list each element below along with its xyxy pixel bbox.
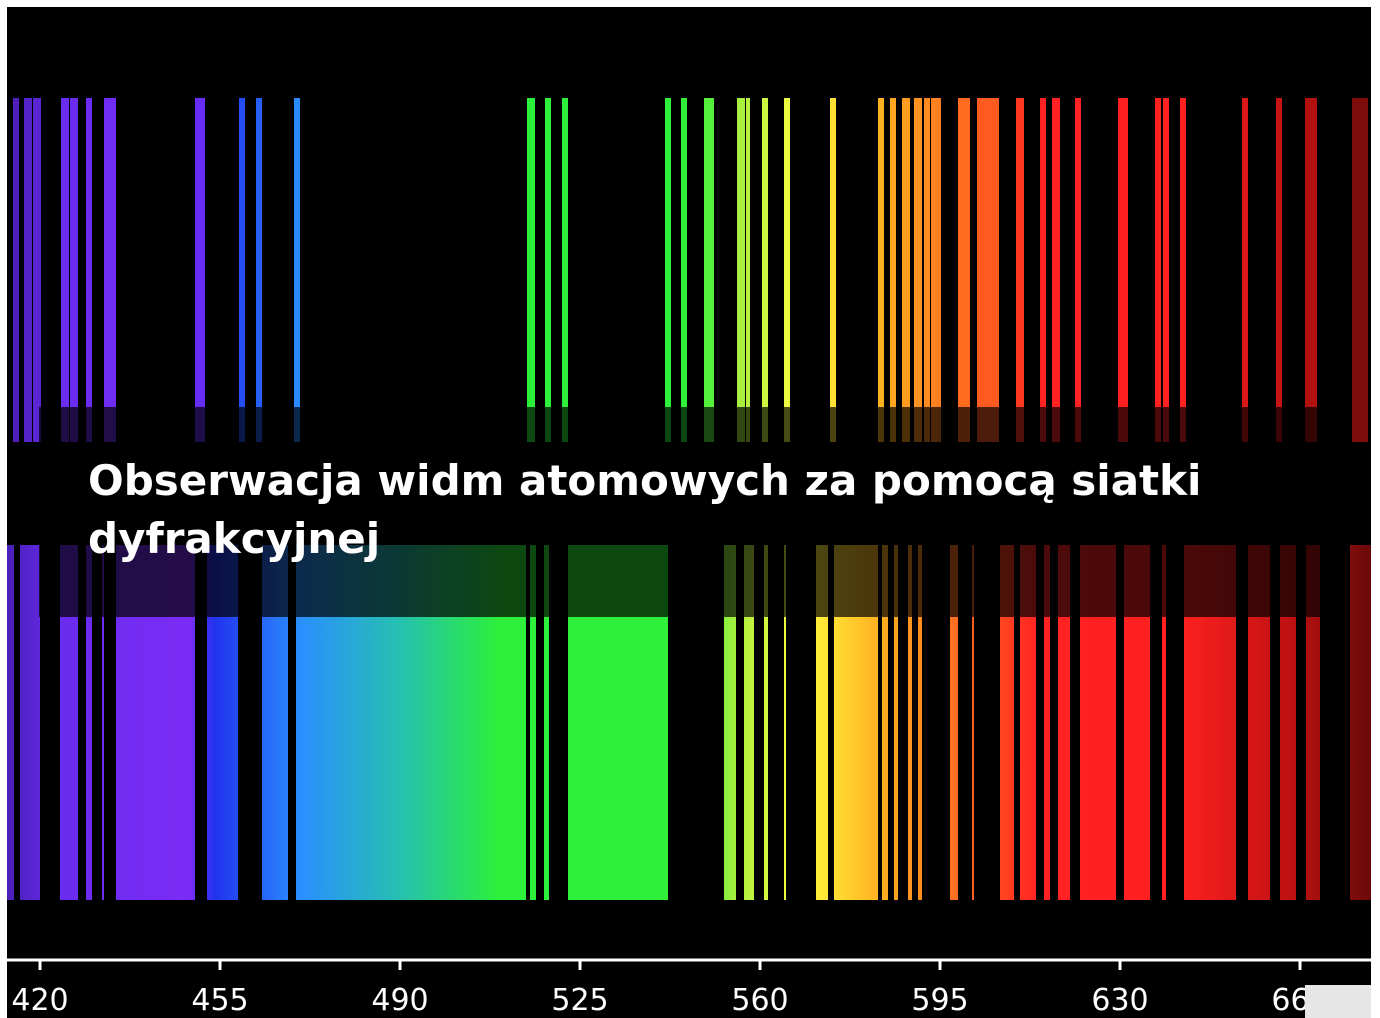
emission-line [1352, 98, 1368, 442]
emission-line [1155, 98, 1161, 442]
emission-line [1016, 98, 1024, 442]
emission-line [890, 98, 896, 442]
scale-label: 560 [731, 983, 788, 1018]
emission-line [110, 98, 116, 442]
emission-line [1305, 98, 1317, 442]
page: 420455490525560595630665 Obserwacja widm… [0, 0, 1380, 1018]
emission-line [61, 98, 69, 442]
emission-line [1242, 98, 1248, 442]
emission-line [13, 98, 19, 442]
emission-line [562, 98, 568, 442]
emission-line [937, 98, 941, 442]
scale-label: 525 [551, 983, 608, 1018]
absorption-line [14, 545, 20, 900]
emission-line [931, 98, 937, 442]
title: Obserwacja widm atomowych za pomocą siat… [88, 452, 1268, 568]
scale-label: 490 [371, 983, 428, 1018]
emission-line [24, 98, 32, 442]
emission-line [878, 98, 884, 442]
emission-line [1118, 98, 1128, 442]
emission-line [195, 98, 205, 442]
emission-line [737, 98, 745, 442]
hero: 420455490525560595630665 Obserwacja widm… [0, 0, 1380, 1018]
scale-label: 455 [191, 983, 248, 1018]
emission-line [665, 98, 671, 442]
emission-line [704, 98, 714, 442]
emission-line [527, 98, 535, 442]
emission-line [902, 98, 910, 442]
emission-line [1276, 98, 1282, 442]
emission-line [545, 98, 551, 442]
emission-line [681, 98, 687, 442]
emission-line [70, 98, 78, 442]
emission-line [294, 98, 300, 442]
emission-line [746, 98, 750, 442]
emission-line [256, 98, 262, 442]
scale-label: 595 [911, 983, 968, 1018]
emission-line [958, 98, 970, 442]
emission-line [977, 98, 999, 442]
emission-line [33, 98, 41, 442]
emission-line [239, 98, 245, 442]
scale-label: 630 [1091, 983, 1148, 1018]
emission-line [924, 98, 930, 442]
emission-line [1180, 98, 1186, 442]
corner-patch [1305, 985, 1371, 1018]
emission-line [86, 98, 92, 442]
emission-line [762, 98, 768, 442]
emission-line [830, 98, 836, 442]
emission-line [104, 98, 110, 442]
emission-line [1163, 98, 1169, 442]
emission-line [784, 98, 790, 442]
emission-line [1052, 98, 1060, 442]
emission-line [914, 98, 922, 442]
scale-label: 420 [11, 983, 68, 1018]
emission-line [1040, 98, 1046, 442]
emission-line [1075, 98, 1081, 442]
